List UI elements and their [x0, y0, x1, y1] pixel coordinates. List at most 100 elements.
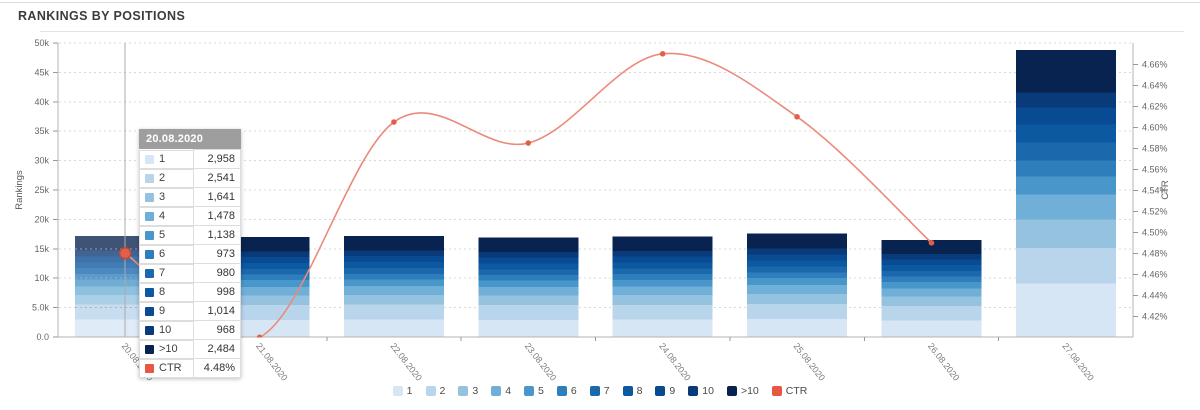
bar-segment-pos-4[interactable]: [209, 286, 310, 296]
bar-segment-pos-8[interactable]: [881, 265, 982, 271]
bar-segment-pos-10[interactable]: [747, 248, 848, 255]
bar-segment-pos-1[interactable]: [612, 319, 713, 337]
bar-segment-pos-8[interactable]: [209, 263, 310, 269]
bar-segment-pos-5[interactable]: [209, 280, 310, 287]
bar-segment-pos-3[interactable]: [881, 296, 982, 306]
bar-segment-pos-3[interactable]: [209, 295, 310, 305]
bar-segment-pos-6[interactable]: [612, 274, 713, 280]
legend-item-6[interactable]: 6: [556, 385, 577, 397]
bar-segment-pos->10[interactable]: [881, 239, 982, 255]
bar-segment-pos->10[interactable]: [1015, 50, 1116, 93]
ctr-point[interactable]: [256, 334, 263, 341]
bar-segment-pos-10[interactable]: [881, 254, 982, 260]
bar-segment-pos-8[interactable]: [343, 262, 444, 269]
bar-segment-pos-7[interactable]: [343, 268, 444, 274]
bar-segment-pos-8[interactable]: [478, 263, 579, 270]
legend-item-7[interactable]: 7: [589, 385, 610, 397]
bar-segment-pos-7[interactable]: [747, 266, 848, 273]
bar-segment-pos-6[interactable]: [478, 274, 579, 281]
bar-segment-pos-3[interactable]: [343, 294, 444, 305]
bar-group[interactable]: [747, 233, 848, 337]
bar-segment-pos-1[interactable]: [478, 319, 579, 337]
ctr-point[interactable]: [391, 119, 397, 125]
bar-segment-pos->10[interactable]: [747, 233, 848, 249]
bar-segment-pos-2[interactable]: [343, 304, 444, 320]
bar-segment-pos-6[interactable]: [343, 273, 444, 280]
bar-segment-pos-3[interactable]: [1015, 219, 1116, 249]
bar-segment-pos->10[interactable]: [478, 237, 579, 253]
bar-group[interactable]: [612, 236, 713, 337]
bar-segment-pos-10[interactable]: [343, 250, 444, 257]
bar-segment-pos-9[interactable]: [747, 254, 848, 261]
bar-segment-pos-7[interactable]: [478, 269, 579, 275]
bar-segment-pos-3[interactable]: [612, 295, 713, 305]
bar-segment-pos-5[interactable]: [478, 280, 579, 288]
bar-group[interactable]: [1015, 50, 1116, 337]
bar-segment-pos-6[interactable]: [1015, 160, 1116, 177]
bar-segment-pos-1[interactable]: [881, 320, 982, 337]
bar-segment-pos-3[interactable]: [478, 295, 579, 306]
bar-segment-pos-2[interactable]: [478, 305, 579, 320]
bar-segment-pos-9[interactable]: [881, 259, 982, 266]
legend-item-CTR[interactable]: CTR: [771, 385, 807, 397]
bar-segment-pos-8[interactable]: [747, 260, 848, 267]
bar-segment-pos-9[interactable]: [612, 256, 713, 263]
bar-segment-pos-10[interactable]: [478, 252, 579, 258]
bar-segment-pos-7[interactable]: [881, 270, 982, 277]
bar-group[interactable]: [343, 235, 444, 337]
bar-segment-pos-1[interactable]: [747, 319, 848, 337]
bar-segment-pos-8[interactable]: [612, 262, 713, 269]
bar-segment-pos-5[interactable]: [747, 278, 848, 286]
legend-item-1[interactable]: 1: [392, 385, 413, 397]
bar-segment-pos-9[interactable]: [209, 257, 310, 264]
bar-segment-pos-8[interactable]: [1015, 124, 1116, 143]
bar-segment-pos-6[interactable]: [209, 274, 310, 281]
bar-segment-pos-4[interactable]: [478, 287, 579, 296]
bar-group[interactable]: [881, 239, 982, 337]
bar-segment-pos-3[interactable]: [747, 293, 848, 304]
bar-segment-pos-5[interactable]: [1015, 176, 1116, 195]
bar-segment-pos-1[interactable]: [1015, 283, 1116, 337]
legend-item-5[interactable]: 5: [524, 385, 544, 397]
bar-segment-pos-9[interactable]: [478, 257, 579, 264]
ctr-point[interactable]: [525, 140, 532, 146]
bar-group[interactable]: [478, 237, 579, 337]
legend-item-2[interactable]: 2: [425, 385, 445, 397]
bar-segment-pos-5[interactable]: [881, 281, 982, 289]
bar-segment-pos-10[interactable]: [612, 250, 713, 257]
bar-segment-pos-10[interactable]: [1015, 92, 1116, 108]
legend-item->10[interactable]: >10: [726, 385, 759, 397]
bar-segment-pos->10[interactable]: [612, 236, 713, 251]
bar-segment-pos-6[interactable]: [747, 272, 848, 279]
bar-segment-pos-2[interactable]: [881, 305, 982, 321]
bar-segment-pos-6[interactable]: [881, 276, 982, 282]
bar-segment-pos-4[interactable]: [881, 288, 982, 297]
bar-segment-pos-4[interactable]: [343, 286, 444, 295]
bar-segment-pos-10[interactable]: [209, 251, 310, 258]
bar-segment-pos-9[interactable]: [343, 256, 444, 263]
bar-segment-pos-2[interactable]: [747, 303, 848, 320]
bar-segment-pos-7[interactable]: [612, 268, 713, 275]
bar-segment-pos-9[interactable]: [1015, 107, 1116, 125]
legend-item-8[interactable]: 8: [622, 385, 642, 397]
bar-segment-pos-2[interactable]: [612, 304, 713, 320]
bar-segment-pos-7[interactable]: [209, 268, 310, 275]
ctr-point[interactable]: [928, 240, 935, 246]
bar-segment-pos-4[interactable]: [612, 286, 713, 296]
legend-item-4[interactable]: 4: [491, 385, 511, 397]
bar-segment-pos-2[interactable]: [1015, 248, 1116, 284]
legend-item-10[interactable]: 10: [688, 385, 714, 397]
ctr-point[interactable]: [659, 51, 666, 57]
bar-segment-pos-5[interactable]: [343, 279, 444, 287]
legend-item-3[interactable]: 3: [458, 385, 478, 397]
bar-segment-pos-1[interactable]: [343, 319, 444, 337]
ctr-point-hovered[interactable]: [118, 247, 132, 260]
y-axis-title-right: CTR: [1160, 180, 1171, 200]
ctr-point[interactable]: [794, 114, 800, 120]
bar-segment-pos-5[interactable]: [612, 279, 713, 287]
bar-segment-pos->10[interactable]: [343, 235, 444, 251]
bar-segment-pos-7[interactable]: [1015, 142, 1116, 161]
legend-item-9[interactable]: 9: [655, 385, 675, 397]
bar-segment-pos-4[interactable]: [747, 285, 848, 294]
bar-segment-pos-4[interactable]: [1015, 194, 1116, 220]
